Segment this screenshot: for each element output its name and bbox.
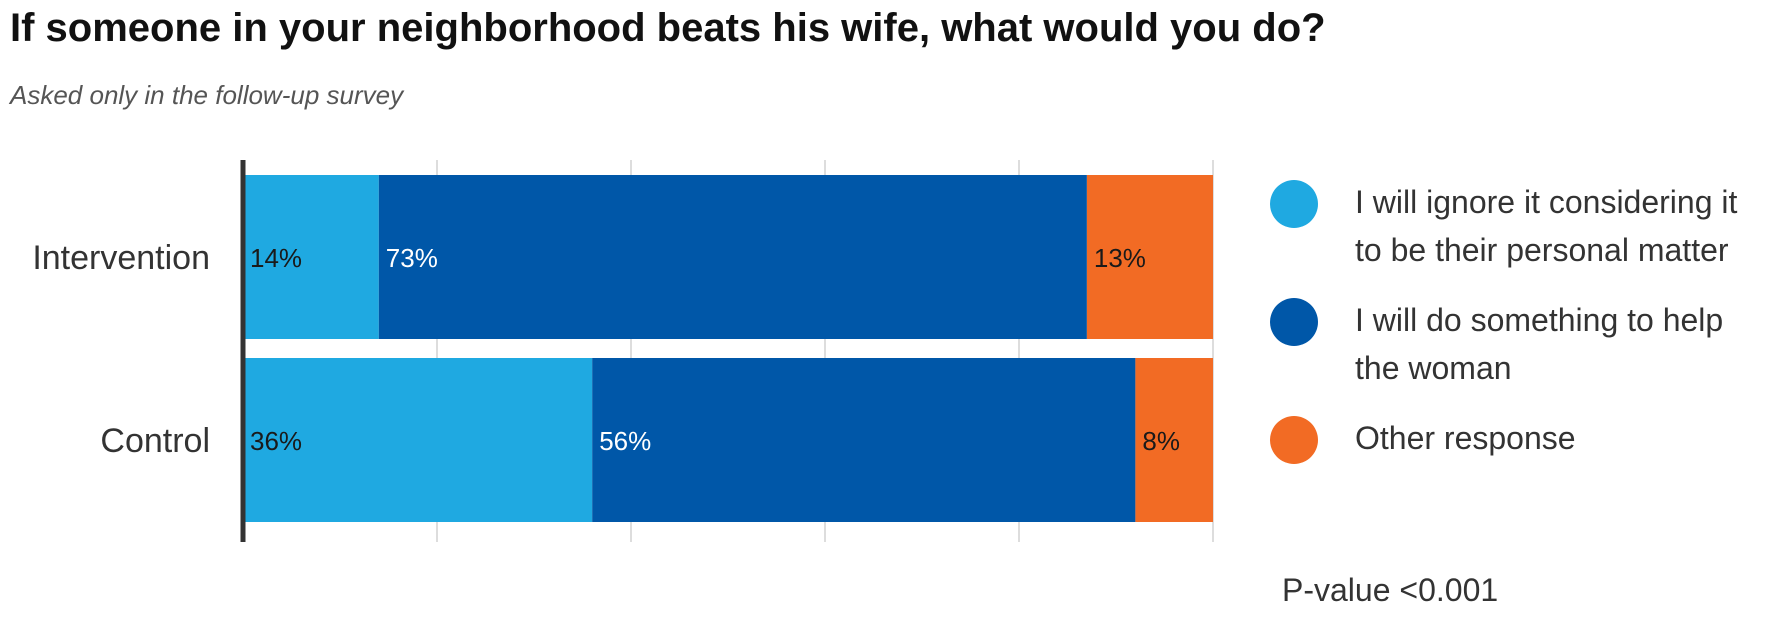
data-label: 8% (1142, 426, 1180, 456)
legend-label-other: Other response (1355, 420, 1576, 456)
legend-swatch-other (1270, 416, 1318, 464)
data-label: 13% (1094, 243, 1146, 273)
data-label: 73% (386, 243, 438, 273)
legend-item-help: I will do something to help the woman (1270, 296, 1770, 392)
legend-label-help: I will do something to help the woman (1355, 302, 1724, 386)
data-label: 56% (599, 426, 651, 456)
data-label: 36% (250, 426, 302, 456)
bar-segment (378, 175, 1087, 339)
bar-segment (1135, 358, 1213, 522)
legend-swatch-ignore (1270, 180, 1318, 228)
legend-item-ignore: I will ignore it considering it to be th… (1270, 178, 1770, 274)
category-label: Control (100, 422, 210, 460)
legend: I will ignore it considering it to be th… (1270, 178, 1770, 484)
p-value-annotation: P-value <0.001 (1282, 572, 1499, 608)
legend-swatch-help (1270, 298, 1318, 346)
bar-segment (1086, 175, 1213, 339)
legend-item-other: Other response (1270, 414, 1770, 464)
bar-segment (243, 358, 593, 522)
data-label: 14% (250, 243, 302, 273)
chart-subtitle: Asked only in the follow-up survey (10, 80, 404, 110)
chart-title: If someone in your neighborhood beats hi… (10, 6, 1326, 50)
legend-label-ignore: I will ignore it considering it to be th… (1355, 184, 1738, 268)
bar-segment (592, 358, 1136, 522)
bar-segment (243, 175, 379, 339)
category-label: Intervention (32, 239, 210, 277)
